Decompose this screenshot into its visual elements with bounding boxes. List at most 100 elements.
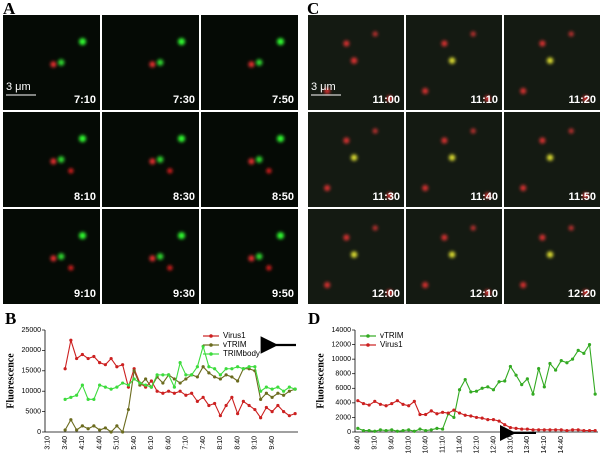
data-point <box>270 395 274 399</box>
data-point <box>486 418 490 422</box>
data-point <box>491 388 496 392</box>
fluorescent-spot <box>484 289 491 296</box>
x-tick-label: 8:10 <box>217 436 224 450</box>
data-point <box>172 391 176 395</box>
data-point <box>178 381 182 385</box>
data-point <box>565 428 569 433</box>
scale-bar-label: 3 μm <box>311 81 336 93</box>
data-point <box>103 363 107 367</box>
legend-label: TRIMbody <box>223 349 260 358</box>
x-tick-label: 9:10 <box>252 436 259 450</box>
data-point <box>503 379 507 383</box>
data-point <box>390 401 394 406</box>
data-point <box>92 354 96 359</box>
fluorescent-spot <box>68 168 74 174</box>
data-point <box>287 414 291 418</box>
data-point <box>412 429 416 433</box>
x-tick-label: 4:10 <box>79 436 86 450</box>
data-point <box>98 383 102 387</box>
data-point <box>520 427 524 431</box>
timestamp: 8:50 <box>272 191 294 203</box>
data-point <box>184 373 188 377</box>
fluorescent-spot <box>68 265 74 271</box>
x-tick-label: 10:40 <box>422 436 429 454</box>
fluorescent-spot <box>484 192 491 199</box>
data-point <box>486 385 490 389</box>
y-tick-label: 20000 <box>22 347 42 354</box>
data-point <box>412 399 416 403</box>
x-tick-label: 9:40 <box>389 436 396 450</box>
fluorescent-spot <box>277 232 285 240</box>
data-point <box>508 426 513 430</box>
data-point <box>440 427 445 431</box>
data-point <box>207 403 211 408</box>
fluorescent-spot <box>582 192 589 199</box>
x-tick-label: 6:10 <box>148 436 155 450</box>
fluorescent-spot <box>343 137 350 144</box>
data-point <box>429 428 433 432</box>
data-point <box>75 428 79 432</box>
data-point <box>190 391 194 395</box>
data-point <box>149 385 153 389</box>
fluorescent-spot <box>484 95 491 102</box>
fluorescent-spot <box>266 265 272 271</box>
data-point <box>167 373 171 377</box>
data-point <box>276 403 280 408</box>
data-point <box>287 389 291 393</box>
data-point <box>86 427 90 431</box>
y-tick-label: 2000 <box>335 414 351 421</box>
data-point <box>69 338 73 342</box>
fluorescent-spot <box>441 234 448 241</box>
data-point <box>103 385 107 389</box>
x-tick-label: 9:40 <box>269 436 276 450</box>
data-point <box>525 377 529 381</box>
fluorescent-spot <box>149 255 156 262</box>
data-point <box>542 385 546 389</box>
data-point <box>98 428 102 432</box>
fluorescent-spot <box>167 168 173 174</box>
fluorescent-spot <box>470 225 476 231</box>
fluorescent-spot <box>256 59 263 66</box>
data-point <box>548 428 552 432</box>
panel-label: C <box>307 0 319 18</box>
legend-label: vTRIM <box>380 331 404 340</box>
data-point <box>367 403 371 407</box>
timestamp: 9:50 <box>272 288 294 300</box>
data-point <box>98 361 102 365</box>
legend-label: Virus1 <box>223 331 246 340</box>
data-point <box>253 365 257 369</box>
data-point <box>497 419 501 423</box>
fluorescent-spot <box>157 156 164 163</box>
fluorescent-spot <box>350 57 358 64</box>
data-point <box>293 387 297 391</box>
data-point <box>593 392 597 396</box>
timestamp: 11:50 <box>568 191 596 203</box>
fluorescent-spot <box>167 265 173 271</box>
data-point <box>241 399 245 403</box>
fluorescent-spot <box>324 282 331 288</box>
y-tick-label: 25000 <box>22 327 42 334</box>
data-point <box>75 393 79 397</box>
fluorescent-spot <box>520 185 527 191</box>
data-point <box>264 385 268 389</box>
x-tick-label: 5:10 <box>114 436 121 450</box>
fluorescent-spot <box>546 57 554 64</box>
data-point <box>80 352 84 357</box>
data-point <box>161 381 165 385</box>
data-point <box>356 426 360 430</box>
x-tick-label: 8:40 <box>355 436 362 450</box>
data-point <box>480 416 484 420</box>
data-point <box>247 365 251 369</box>
data-point <box>508 364 513 369</box>
data-point <box>407 404 411 408</box>
data-point <box>356 399 360 403</box>
data-point <box>559 428 563 432</box>
fluorescent-spot <box>50 255 57 262</box>
fluorescent-spot <box>343 40 350 47</box>
fluorescent-spot <box>386 192 393 199</box>
fluorescent-spot <box>520 282 527 288</box>
data-point <box>587 342 592 347</box>
data-point <box>259 389 263 393</box>
data-point <box>384 404 388 408</box>
fluorescent-spot <box>79 232 87 240</box>
